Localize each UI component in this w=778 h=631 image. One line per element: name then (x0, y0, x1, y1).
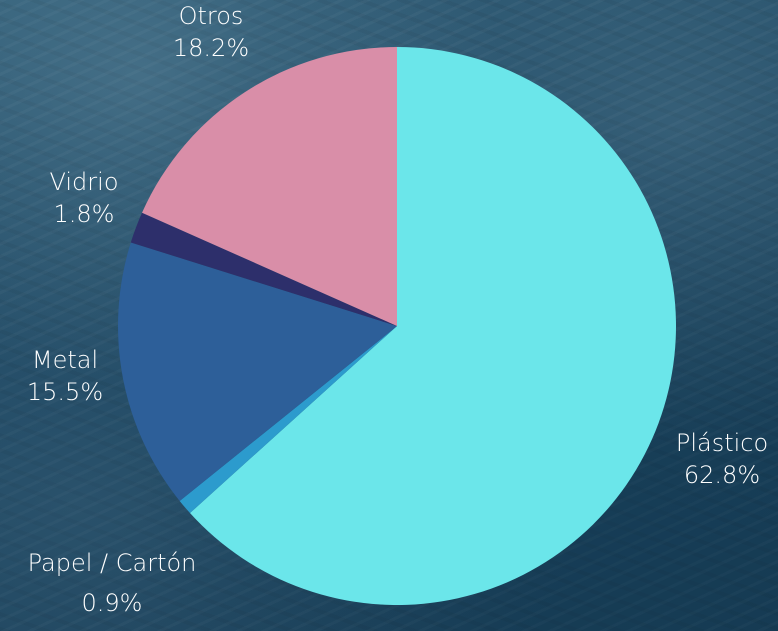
pie-slices (117, 47, 677, 606)
slice-label-value: 62.8% (684, 461, 760, 489)
pie-slice-otros (142, 47, 397, 326)
slice-label-value: 18.2% (173, 34, 249, 62)
slice-label-category: Metal (32, 346, 98, 374)
pie-slice-papel-cartón (179, 326, 397, 514)
slice-label-category: Plástico (676, 429, 768, 457)
slice-label-category: Vidrio (49, 168, 118, 196)
slice-label-category: Otros (179, 2, 244, 30)
slice-label-value: 1.8% (54, 200, 115, 228)
slice-label-value: 0.9% (82, 589, 143, 617)
slice-label-category: Papel / Cartón (28, 549, 197, 577)
pie-slice-plástico (189, 47, 677, 606)
pie-labels: Plástico 62.8% Papel / Cartón 0.9% Metal 15.5… (27, 2, 768, 617)
pie-slice-metal (117, 242, 397, 501)
pie-slice-vidrio (130, 212, 397, 326)
slice-label-value: 15.5% (27, 378, 103, 406)
